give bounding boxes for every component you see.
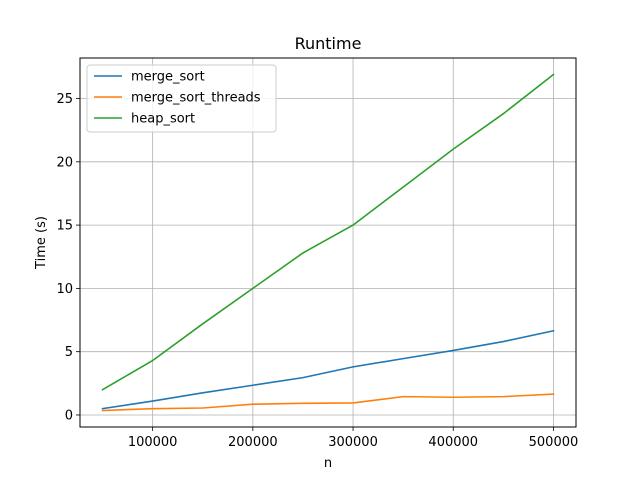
- legend-label: heap_sort: [131, 112, 195, 127]
- y-tick-label: 10: [56, 282, 73, 297]
- legend: merge_sort merge_sort_threads heap_sort: [86, 64, 277, 133]
- series-line-merge-sort: [101, 329, 555, 410]
- x-tick-label: 200000: [228, 435, 278, 450]
- x-tick-label: 500000: [529, 435, 579, 450]
- x-tick-label: 300000: [328, 435, 378, 450]
- legend-box: [86, 64, 277, 133]
- x-axis-label: n: [324, 456, 332, 471]
- x-tick-label: 100000: [128, 435, 178, 450]
- series-line-heap-sort: [101, 73, 555, 391]
- y-tick-label: 20: [56, 155, 73, 170]
- y-axis-label: Time (s): [34, 216, 49, 270]
- x-axis-ticks: 100000 200000 300000 400000 500000: [128, 427, 578, 450]
- y-tick-label: 25: [56, 92, 73, 107]
- x-tick-label: 400000: [428, 435, 478, 450]
- legend-label: merge_sort: [131, 70, 205, 85]
- legend-label: merge_sort_threads: [131, 91, 261, 106]
- y-tick-label: 15: [56, 219, 73, 234]
- y-axis-ticks: 0 5 10 15 20 25: [56, 92, 80, 423]
- y-tick-label: 5: [65, 345, 73, 360]
- y-tick-label: 0: [65, 408, 73, 423]
- plot-frame: [79, 57, 577, 428]
- series-line-merge-sort-threads: [101, 393, 555, 412]
- chart-title: Runtime: [295, 34, 362, 53]
- plot-lines: [101, 73, 555, 412]
